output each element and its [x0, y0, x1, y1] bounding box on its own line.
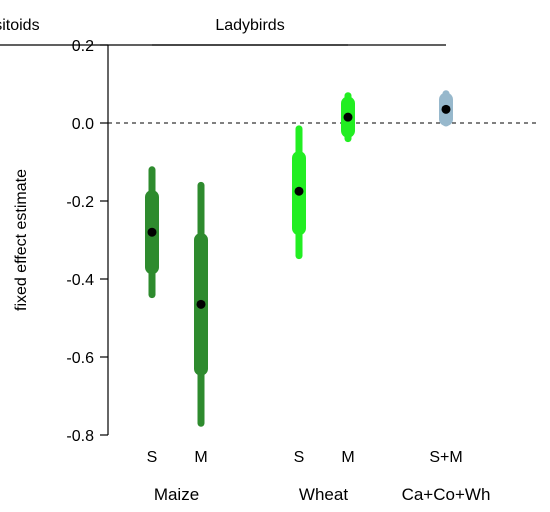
y-tick-label: -0.6	[66, 350, 94, 367]
interval-maize-s	[145, 166, 159, 299]
intervals	[145, 90, 453, 427]
y-axis-label: fixed effect estimate	[13, 169, 30, 311]
group-label: Wheat	[299, 485, 348, 504]
point-estimate	[441, 104, 451, 114]
y-tick-label: 0.0	[72, 116, 94, 133]
interval-cacowh-sm	[439, 90, 453, 127]
header-label: Ladybirds	[215, 17, 284, 34]
category-label: S	[147, 449, 158, 466]
group-label: Ca+Co+Wh	[402, 485, 491, 504]
category-labels: S M S M S+M	[147, 449, 463, 466]
y-tick-label: 0.2	[72, 38, 94, 55]
header-label: Parasitoids	[0, 17, 40, 34]
y-tick-label: -0.2	[66, 194, 94, 211]
y-ticks: 0.2 0.0 -0.2 -0.4 -0.6 -0.8	[66, 38, 108, 445]
interval-wheat-m	[341, 92, 355, 143]
category-label: M	[194, 449, 207, 466]
category-label: S+M	[429, 449, 462, 466]
y-tick-label: -0.4	[66, 272, 94, 289]
point-estimate	[294, 186, 304, 196]
point-estimate	[147, 227, 157, 237]
category-label: M	[341, 449, 354, 466]
interval-wheat-s	[292, 125, 306, 260]
header-groups: Ladybirds Parasitoids	[0, 17, 446, 46]
group-label: Maize	[154, 485, 199, 504]
y-tick-label: -0.8	[66, 428, 94, 445]
group-labels: Maize Wheat Ca+Co+Wh	[154, 485, 491, 504]
category-label: S	[294, 449, 305, 466]
point-estimate	[196, 299, 206, 309]
point-estimate	[343, 112, 353, 122]
interval-maize-m	[194, 181, 208, 427]
